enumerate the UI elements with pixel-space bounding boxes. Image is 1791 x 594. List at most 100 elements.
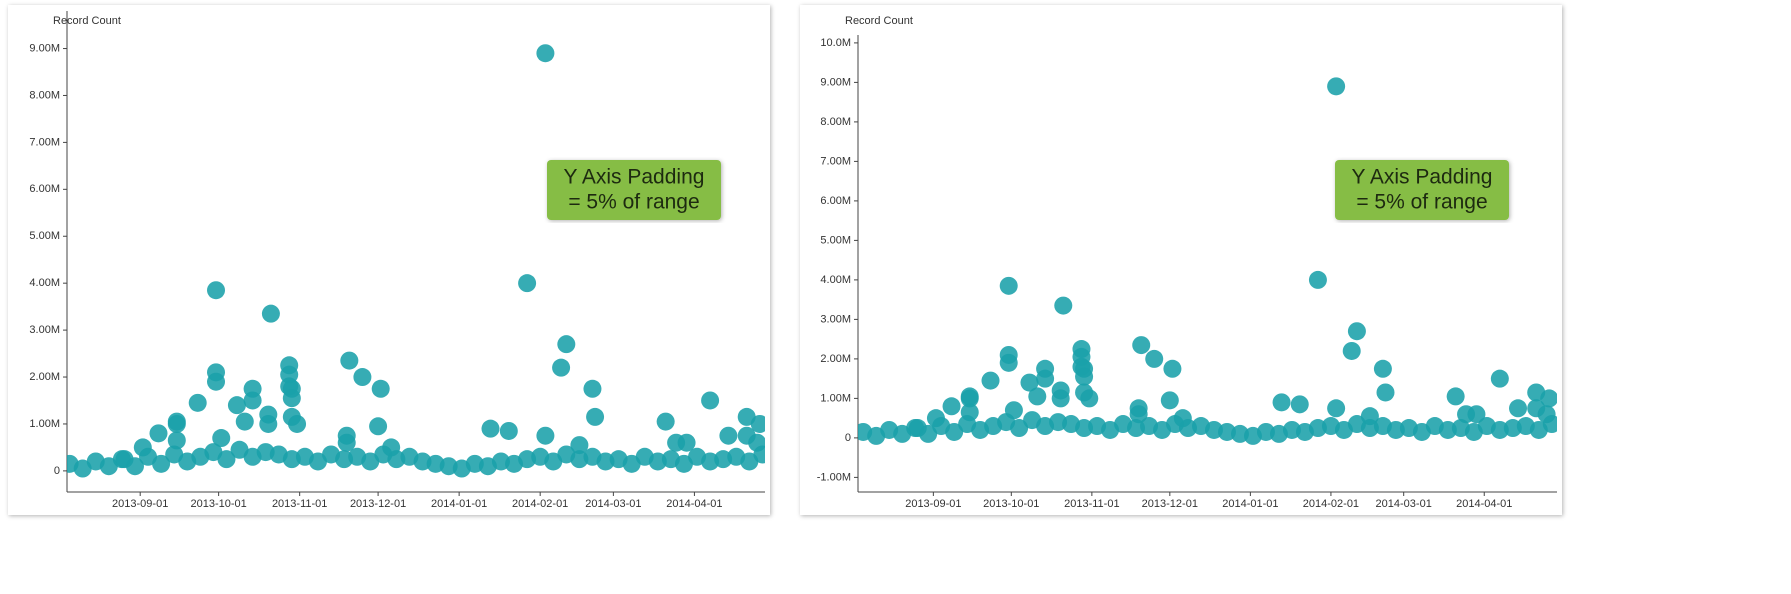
data-point — [1036, 369, 1055, 388]
data-point — [942, 397, 961, 416]
data-point — [1327, 77, 1346, 96]
data-point — [340, 351, 359, 370]
annotation-text: = 5% of range — [1356, 191, 1487, 214]
data-point — [259, 414, 278, 433]
x-tick-label: 2013-11-01 — [1064, 498, 1119, 510]
y-tick-label: 4.00M — [29, 277, 60, 289]
data-point — [1290, 395, 1309, 414]
data-point — [557, 335, 576, 354]
data-point — [945, 422, 964, 441]
y-tick-label: 4.00M — [820, 274, 851, 286]
x-tick-label: 2014-04-01 — [666, 498, 722, 510]
y-tick-label: 1.00M — [29, 418, 60, 430]
data-point — [926, 409, 945, 428]
data-point — [981, 371, 1000, 390]
data-point — [1376, 383, 1395, 402]
data-point — [261, 304, 280, 323]
data-point — [570, 436, 589, 455]
data-point — [1272, 393, 1291, 412]
data-point — [1360, 407, 1379, 426]
x-tick-label: 2014-02-01 — [512, 498, 568, 510]
data-point — [167, 431, 186, 450]
data-point — [1160, 391, 1179, 410]
y-tick-label: 10.0M — [820, 37, 851, 49]
data-point — [656, 412, 675, 431]
data-point — [536, 426, 555, 445]
data-point — [1080, 389, 1099, 408]
data-point — [536, 44, 555, 63]
y-tick-label: 2.00M — [29, 371, 60, 383]
data-point — [1054, 296, 1073, 315]
x-tick-label: 2013-10-01 — [190, 498, 246, 510]
x-tick-label: 2013-11-01 — [272, 498, 327, 510]
annotation-text: Y Axis Padding — [1352, 166, 1493, 189]
data-point — [499, 421, 518, 440]
points — [858, 77, 1557, 445]
y-tick-label: 5.00M — [29, 230, 60, 242]
data-point — [960, 387, 979, 406]
data-point — [750, 414, 765, 433]
y-tick-label: 8.00M — [29, 89, 60, 101]
data-point — [1028, 387, 1047, 406]
data-point — [481, 419, 500, 438]
chart-panel: Record Count 0 1.00M 2.00M 3.00M 4.00M 5.00M 6.… — [8, 5, 770, 515]
data-point — [115, 450, 134, 469]
data-point — [1051, 389, 1070, 408]
x-tick-label: 2014-03-01 — [585, 498, 641, 510]
data-point — [677, 433, 696, 452]
y-tick-label: 7.00M — [29, 136, 60, 148]
y-tick-label: 7.00M — [820, 155, 851, 167]
data-point — [1004, 401, 1023, 420]
data-point — [586, 407, 605, 426]
data-point — [999, 353, 1018, 372]
data-point — [1145, 349, 1164, 368]
y-tick-label: 6.00M — [29, 183, 60, 195]
data-point — [1020, 373, 1039, 392]
annotation-text: Y Axis Padding — [564, 166, 705, 189]
data-point — [1173, 409, 1192, 428]
y-tick-label: 0 — [845, 432, 851, 444]
data-point — [1327, 399, 1346, 418]
data-point — [212, 429, 231, 448]
data-point — [152, 454, 171, 473]
data-point — [235, 412, 254, 431]
x-tick-label: 2014-01-01 — [1222, 498, 1278, 510]
y-tick-label: 6.00M — [820, 195, 851, 207]
data-point — [719, 426, 738, 445]
data-point — [518, 274, 537, 293]
x-tick-label: 2014-02-01 — [1303, 498, 1359, 510]
data-point — [243, 391, 262, 410]
data-point — [371, 379, 390, 398]
y-axis-title: Record Count — [53, 15, 121, 27]
data-point — [188, 393, 207, 412]
data-point — [1342, 341, 1361, 360]
data-point — [133, 438, 152, 457]
data-point — [1075, 367, 1094, 386]
chart-panel: Record Count -1.00M 0 1.00M 2.00M 3.00M 4.00M 5… — [800, 5, 1562, 515]
points — [67, 44, 765, 478]
data-point — [908, 419, 927, 438]
data-point — [1132, 336, 1151, 355]
y-tick-label: 3.00M — [29, 324, 60, 336]
data-point — [149, 424, 168, 443]
y-tick-label: 0 — [54, 465, 60, 477]
data-point — [552, 358, 571, 377]
annotation-box — [1335, 160, 1509, 220]
data-point — [217, 450, 236, 469]
data-point — [282, 389, 301, 408]
y-tick-label: 5.00M — [820, 234, 851, 246]
data-point — [1537, 405, 1556, 424]
x-tick-label: 2014-01-01 — [431, 498, 487, 510]
y-tick-label: -1.00M — [817, 471, 851, 483]
data-point — [167, 412, 186, 431]
data-point — [207, 372, 226, 391]
data-point — [1010, 419, 1029, 438]
y-axis-title: Record Count — [845, 15, 913, 27]
x-tick-label: 2013-10-01 — [983, 498, 1039, 510]
y-tick-label: 2.00M — [820, 353, 851, 365]
y-tick-label: 1.00M — [820, 392, 851, 404]
y-tick-label: 3.00M — [820, 313, 851, 325]
data-point — [288, 414, 307, 433]
y-tick-label: 9.00M — [820, 76, 851, 88]
